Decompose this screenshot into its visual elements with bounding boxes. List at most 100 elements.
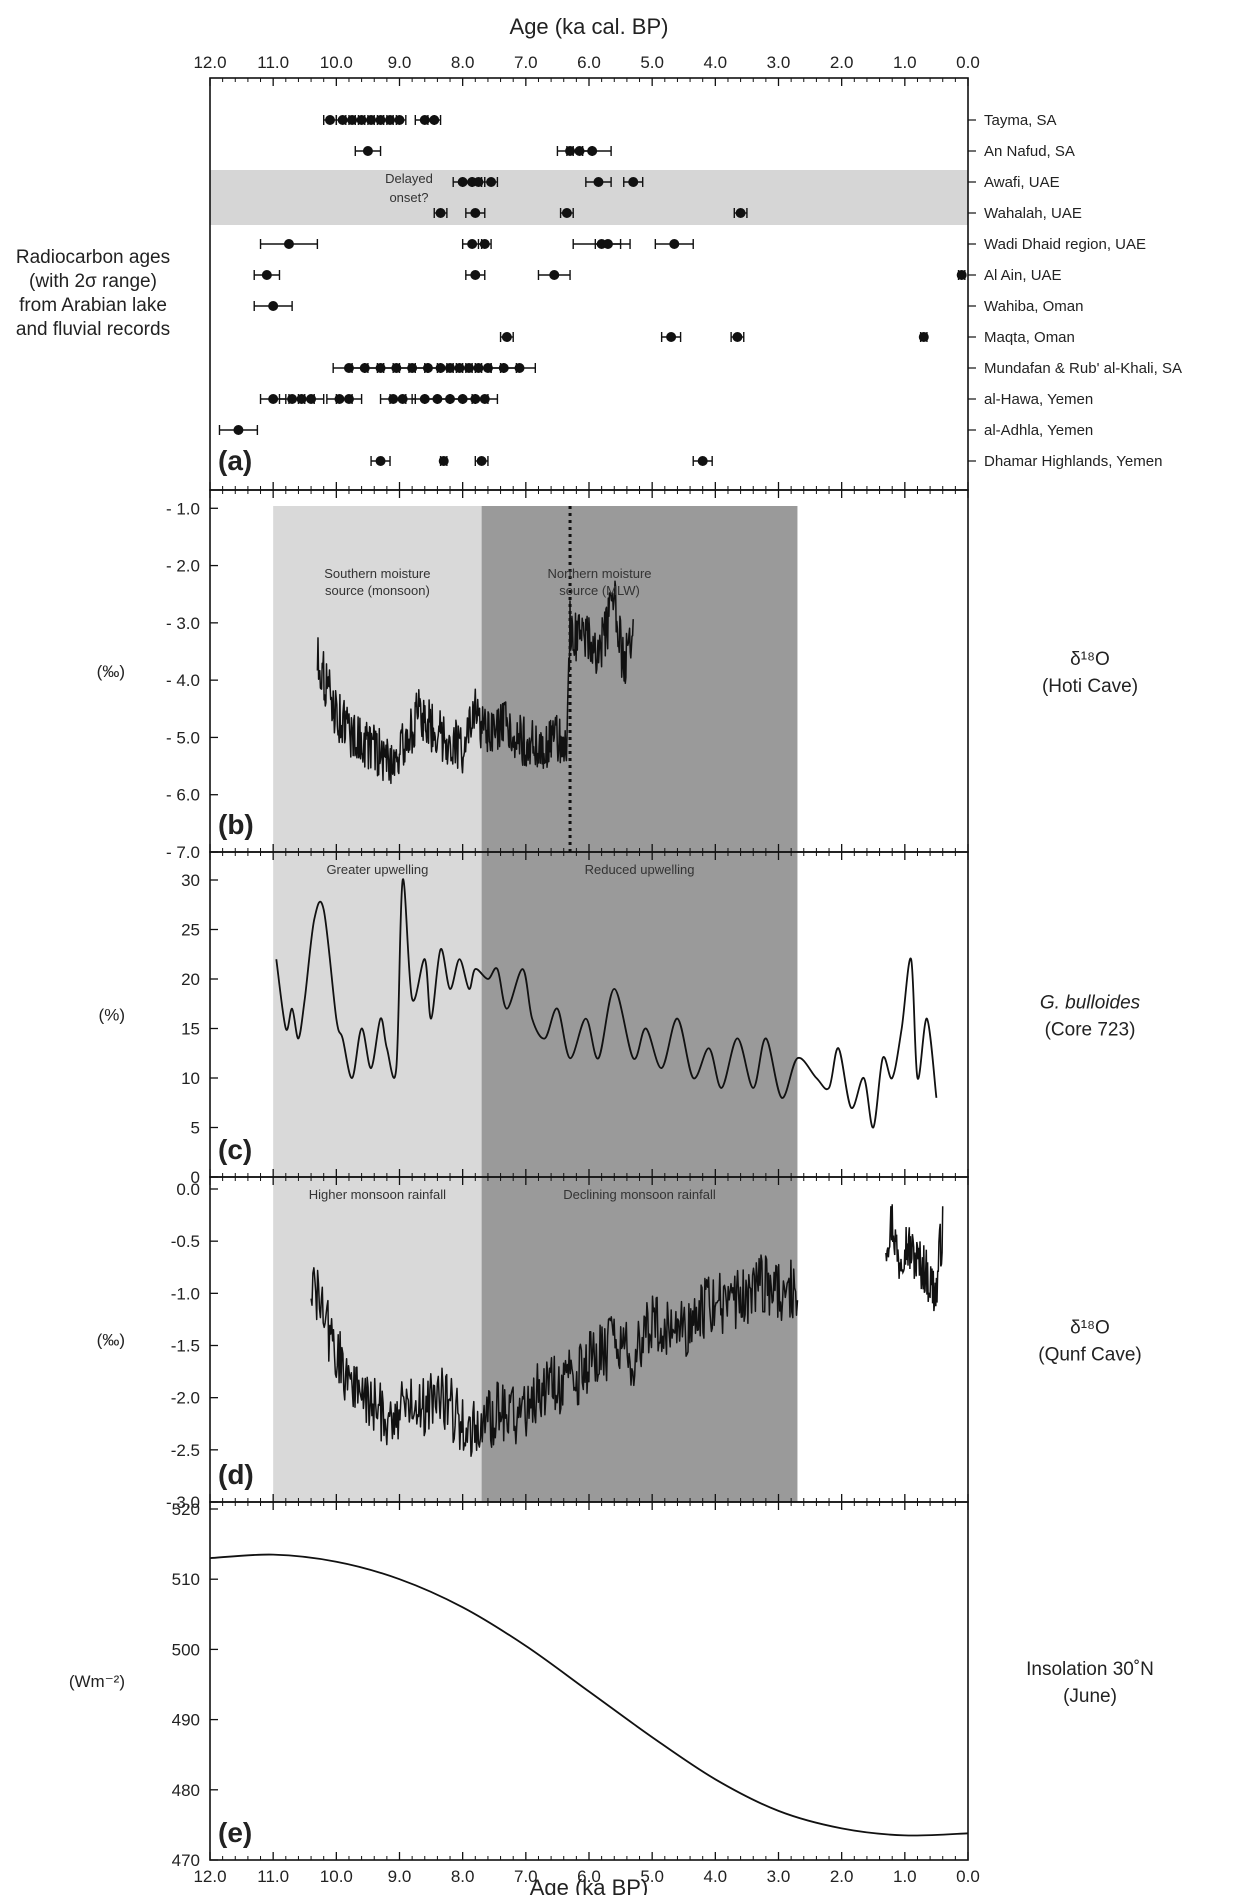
right-label-line-2: (Core 723) (1045, 1020, 1136, 1041)
date-point (956, 270, 967, 280)
y-tick-label: -2.5 (171, 1441, 200, 1460)
panel-frame-1 (209, 77, 969, 491)
top-x-tick-label: 5.0 (640, 53, 664, 72)
date-point (732, 332, 743, 342)
y-tick-label: 30 (181, 871, 200, 890)
date-point (429, 115, 440, 125)
zone-label-1-line-2: source (monsoon) (325, 583, 430, 598)
y-tick-label: 470 (172, 1851, 200, 1870)
date-point (514, 363, 525, 373)
date-point (362, 146, 373, 156)
side-note-line-4: and fluvial records (16, 319, 170, 340)
axes-layer (209, 77, 976, 1861)
bottom-x-tick-label: 9.0 (388, 1867, 412, 1886)
y-unit-label: (‰) (97, 1331, 125, 1350)
y-tick-label: - 5.0 (166, 728, 200, 747)
date-point (306, 394, 317, 404)
date-point (467, 239, 478, 249)
y-tick-label: - 6.0 (166, 786, 200, 805)
zone-label-1-line-1: Southern moisture (324, 566, 430, 581)
side-note-line-3: from Arabian lake (19, 295, 167, 316)
y-tick-label: 520 (172, 1500, 200, 1519)
date-point (268, 394, 279, 404)
date-point (602, 239, 613, 249)
bottom-x-tick-label: 4.0 (704, 1867, 728, 1886)
panel-label-a: (a) (218, 445, 252, 476)
y-tick-label: -0.5 (171, 1232, 200, 1251)
site-label-8: Maqta, Oman (984, 329, 1075, 346)
top-x-tick-label: 12.0 (193, 53, 226, 72)
right-label-line-1: δ¹⁸O (1070, 649, 1110, 670)
y-tick-label: 480 (172, 1781, 200, 1800)
right-label-line-1: Insolation 30˚N (1026, 1659, 1154, 1680)
y-tick-label: 490 (172, 1711, 200, 1730)
y-tick-label: - 3.0 (166, 614, 200, 633)
y-tick-label: 0 (191, 1168, 200, 1187)
y-tick-label: - 3.0 (166, 1493, 200, 1512)
y-tick-label: 10 (181, 1069, 200, 1088)
right-label-line-2: (June) (1063, 1686, 1117, 1707)
series-line (310, 1254, 799, 1457)
date-point (470, 208, 481, 218)
zone-label-2-line-1: Reduced upwelling (585, 862, 695, 877)
y-tick-label: -1.5 (171, 1337, 200, 1356)
bottom-x-tick-label: 11.0 (257, 1867, 289, 1886)
panel-label-c: (c) (218, 1134, 252, 1165)
date-point (473, 177, 484, 187)
side-note-line-1: Radiocarbon ages (16, 247, 170, 268)
site-label-11: al-Adhla, Yemen (984, 422, 1093, 439)
top-x-tick-label: 4.0 (704, 53, 728, 72)
right-label-line-1: δ¹⁸O (1070, 1318, 1110, 1339)
date-point (479, 394, 490, 404)
zone-dark (481, 852, 798, 1177)
y-tick-label: - 1.0 (166, 499, 200, 518)
y-tick-label: -1.0 (171, 1284, 200, 1303)
zone-light (273, 1177, 482, 1502)
date-point (561, 208, 572, 218)
panel-label-b: (b) (218, 809, 254, 840)
date-point (501, 332, 512, 342)
top-x-tick-label: 1.0 (893, 53, 917, 72)
series-line (316, 580, 634, 785)
zone-light (273, 852, 482, 1177)
zone-dark (481, 506, 798, 852)
date-point (438, 456, 449, 466)
date-point (735, 208, 746, 218)
date-point (593, 177, 604, 187)
text-layer: Age (ka cal. BP) 12.0 11.0 10.0 9.0 8.0 7.0 6.0… (16, 14, 1182, 1895)
series-line (209, 1553, 969, 1837)
y-unit-label: (%) (99, 1006, 125, 1025)
right-label-line-2: (Hoti Cave) (1042, 676, 1138, 697)
bottom-x-tick-label: 3.0 (767, 1867, 791, 1886)
y-tick-label: 0.0 (176, 1180, 200, 1199)
top-x-tick-label: 0.0 (956, 53, 980, 72)
bottom-x-tick-label: 8.0 (451, 1867, 475, 1886)
data-layer (209, 115, 969, 1837)
site-label-10: al-Hawa, Yemen (984, 391, 1093, 408)
date-point (666, 332, 677, 342)
date-point (479, 239, 490, 249)
top-x-tick-label: 3.0 (767, 53, 791, 72)
site-label-7: Wahiba, Oman (984, 298, 1084, 315)
zone-label-1-line-1: Higher monsoon rainfall (309, 1187, 446, 1202)
date-point (394, 115, 405, 125)
top-x-tick-label: 6.0 (577, 53, 601, 72)
series-line-late (885, 1204, 944, 1312)
bottom-x-tick-label: 2.0 (830, 1867, 854, 1886)
zone-backgrounds (210, 170, 968, 1502)
y-tick-label: 20 (181, 970, 200, 989)
y-tick-label: 25 (181, 921, 200, 940)
date-point (628, 177, 639, 187)
date-point (587, 146, 598, 156)
date-point (261, 270, 272, 280)
site-label-1: Tayma, SA (984, 112, 1057, 129)
site-label-5: Wadi Dhaid region, UAE (984, 236, 1146, 253)
date-point (435, 208, 446, 218)
series-line (275, 878, 938, 1129)
top-x-tick-label: 11.0 (257, 53, 289, 72)
bottom-x-tick-label: 10.0 (320, 1867, 353, 1886)
date-point (397, 394, 408, 404)
zone-label-2-line-1: Declining monsoon rainfall (563, 1187, 716, 1202)
top-x-tick-label: 10.0 (320, 53, 353, 72)
